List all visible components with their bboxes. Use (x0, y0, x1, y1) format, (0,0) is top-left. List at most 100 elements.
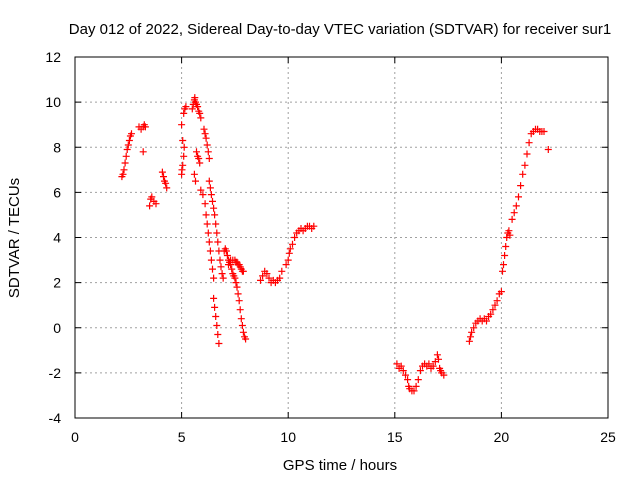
x-tick-label: 5 (178, 429, 186, 445)
data-point (286, 245, 294, 253)
data-point (204, 148, 212, 156)
data-point (211, 211, 219, 219)
x-tick-label: 0 (71, 429, 79, 445)
data-point (203, 141, 211, 149)
data-point (209, 265, 216, 273)
data-point (212, 313, 220, 320)
tick-labels: 0 5 10 15 20 25 -4 -2 0 2 4 6 8 10 12 (45, 49, 616, 445)
data-point (141, 123, 149, 131)
data-point (491, 301, 499, 309)
data-point (414, 376, 422, 384)
data-point (544, 146, 552, 153)
data-point (239, 328, 247, 336)
chart-title: Day 012 of 2022, Sidereal Day-to-day VTE… (69, 21, 611, 38)
data-point (263, 270, 271, 278)
x-axis-label: GPS time / hours (283, 457, 397, 474)
data-point (499, 267, 506, 275)
data-point (206, 247, 214, 255)
data-point (158, 168, 166, 176)
y-tick-label: 8 (53, 139, 61, 155)
data-point (179, 161, 187, 169)
data-point (291, 234, 299, 241)
data-point (433, 351, 441, 359)
data-point (231, 274, 239, 282)
data-point (213, 229, 221, 237)
y-tick-label: 4 (53, 230, 61, 246)
data-point (506, 231, 514, 239)
data-point (257, 276, 264, 284)
data-point (193, 148, 200, 156)
data-point (404, 376, 412, 384)
data-point (205, 238, 213, 246)
data-point (194, 103, 202, 111)
data-point (236, 306, 244, 314)
data-point (182, 103, 190, 111)
data-point (234, 290, 242, 298)
data-point (211, 303, 219, 311)
data-point (203, 220, 211, 228)
data-point (197, 114, 205, 122)
data-point (467, 333, 474, 341)
data-point (521, 161, 529, 169)
data-point (218, 270, 226, 278)
data-point (468, 328, 476, 336)
data-point (223, 252, 231, 259)
data-point (465, 337, 473, 345)
data-point (505, 227, 513, 235)
data-point (510, 209, 518, 217)
data-point (517, 182, 525, 190)
data-point (217, 263, 225, 271)
data-point (192, 177, 199, 185)
data-point (216, 256, 224, 264)
data-point (412, 382, 420, 390)
data-point (515, 193, 522, 201)
data-point (207, 191, 215, 199)
data-point (410, 387, 418, 395)
y-tick-label: -4 (49, 410, 62, 426)
data-point (500, 261, 507, 269)
data-point (196, 159, 204, 167)
data-point (489, 306, 497, 314)
data-point (285, 249, 293, 257)
y-tick-label: 0 (53, 320, 61, 336)
x-tick-label: 20 (494, 429, 510, 445)
data-point (180, 152, 188, 160)
data-point (123, 146, 131, 153)
data-point (178, 166, 186, 174)
data-point (204, 229, 212, 237)
data-point (188, 105, 196, 113)
data-point (122, 152, 130, 160)
data-point (265, 274, 273, 282)
data-point (148, 193, 156, 201)
data-point (259, 272, 267, 280)
data-point (207, 256, 215, 264)
data-point (202, 211, 210, 219)
data-point (190, 170, 198, 178)
data-point (215, 340, 223, 347)
data-point (209, 197, 216, 205)
data-point (146, 202, 154, 210)
data-point (276, 274, 284, 282)
y-tick-label: 6 (53, 184, 61, 200)
data-point (512, 202, 520, 210)
data-point (201, 200, 209, 208)
y-tick-label: 2 (53, 275, 61, 291)
axis-ticks (74, 56, 609, 419)
grid-lines (75, 57, 608, 418)
data-point (213, 322, 221, 329)
data-point (232, 279, 240, 287)
data-point (191, 94, 199, 102)
data-point (425, 360, 433, 368)
data-point (278, 267, 286, 275)
data-point (523, 150, 531, 158)
x-tick-label: 10 (280, 429, 296, 445)
data-point (179, 137, 187, 144)
data-point (393, 360, 401, 368)
data-point (525, 139, 533, 147)
data-point (237, 315, 245, 323)
data-point (210, 294, 218, 302)
data-point (180, 109, 188, 117)
data-point (206, 184, 214, 192)
data-point (214, 238, 222, 246)
